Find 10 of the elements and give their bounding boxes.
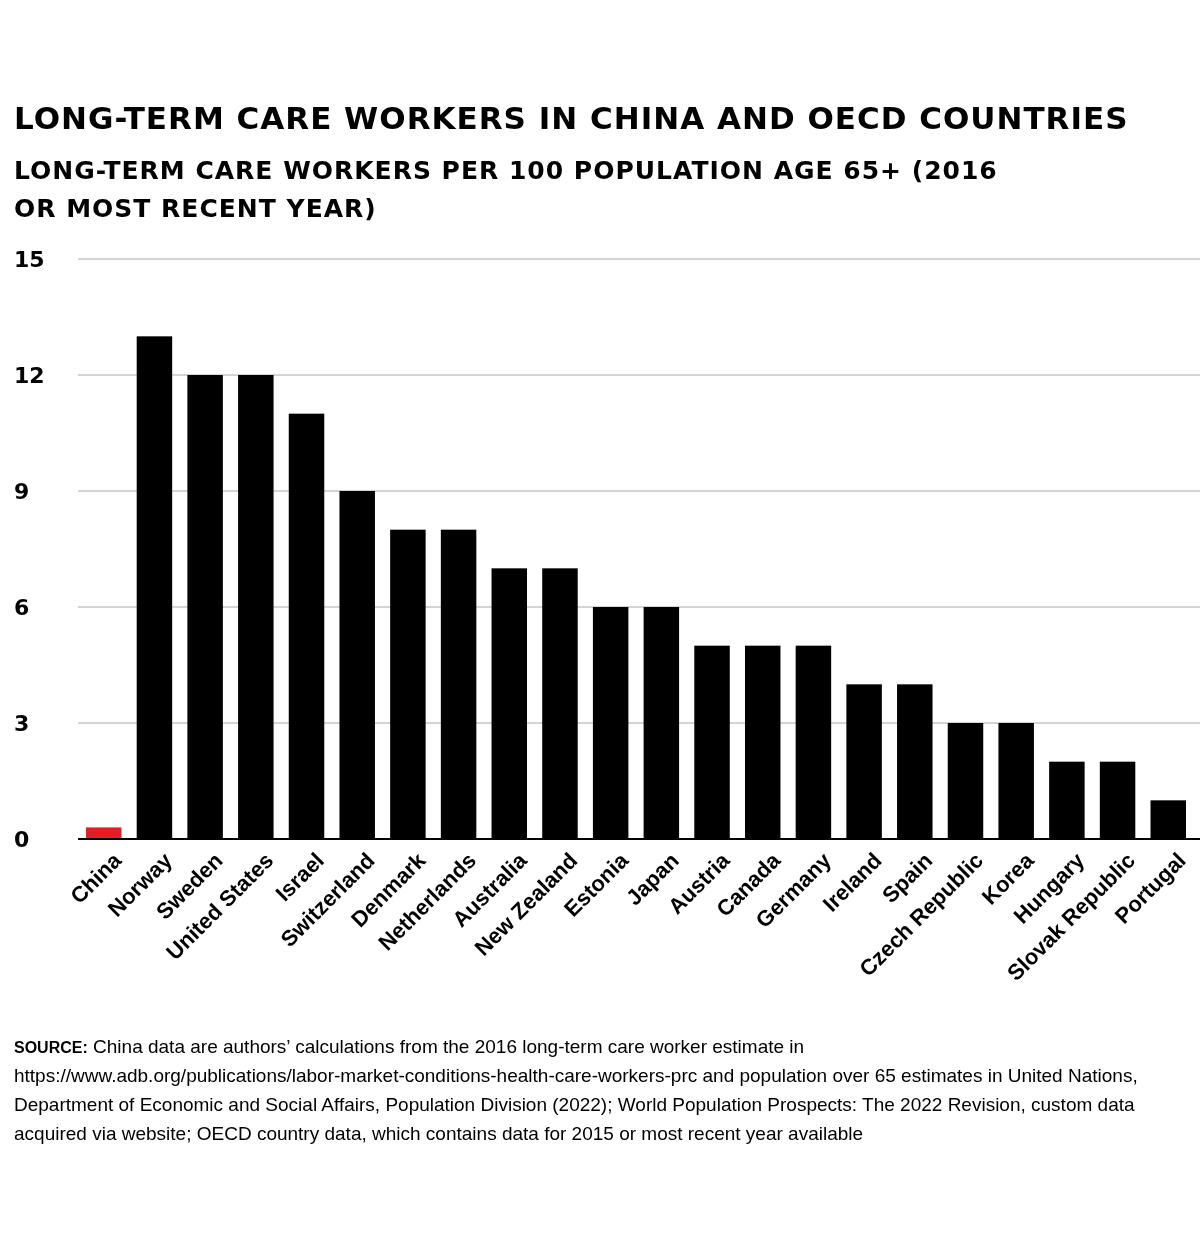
y-tick-label: 9	[14, 478, 30, 504]
y-tick-label: 3	[14, 710, 30, 736]
y-tick-label: 0	[14, 826, 30, 852]
y-tick-label: 15	[14, 246, 45, 272]
chart-title: LONG-TERM CARE WORKERS IN CHINA AND OECD COUNTRIES	[14, 100, 1129, 136]
y-tick-label: 6	[14, 594, 30, 620]
bar	[86, 827, 122, 839]
source-note: SOURCE: China data are authors’ calculations from the 2016 long-term care worker estimate in https://www.adb.org/publications/labor-market-conditions-health-care-workers-prc and population over 65 estimates in United Nations, Department of Economic and Social Affairs, Population Division (2022); World Population Prospects: The 2022 Revision, custom data acquired via website; OECD country data, which contains data for 2015 or most recent year available	[14, 1036, 1138, 1144]
y-tick-label: 12	[14, 362, 45, 388]
chart-subtitle: LONG-TERM CARE WORKERS PER 100 POPULATION AGE 65+ (2016 OR MOST RECENT YEAR)	[14, 156, 998, 223]
